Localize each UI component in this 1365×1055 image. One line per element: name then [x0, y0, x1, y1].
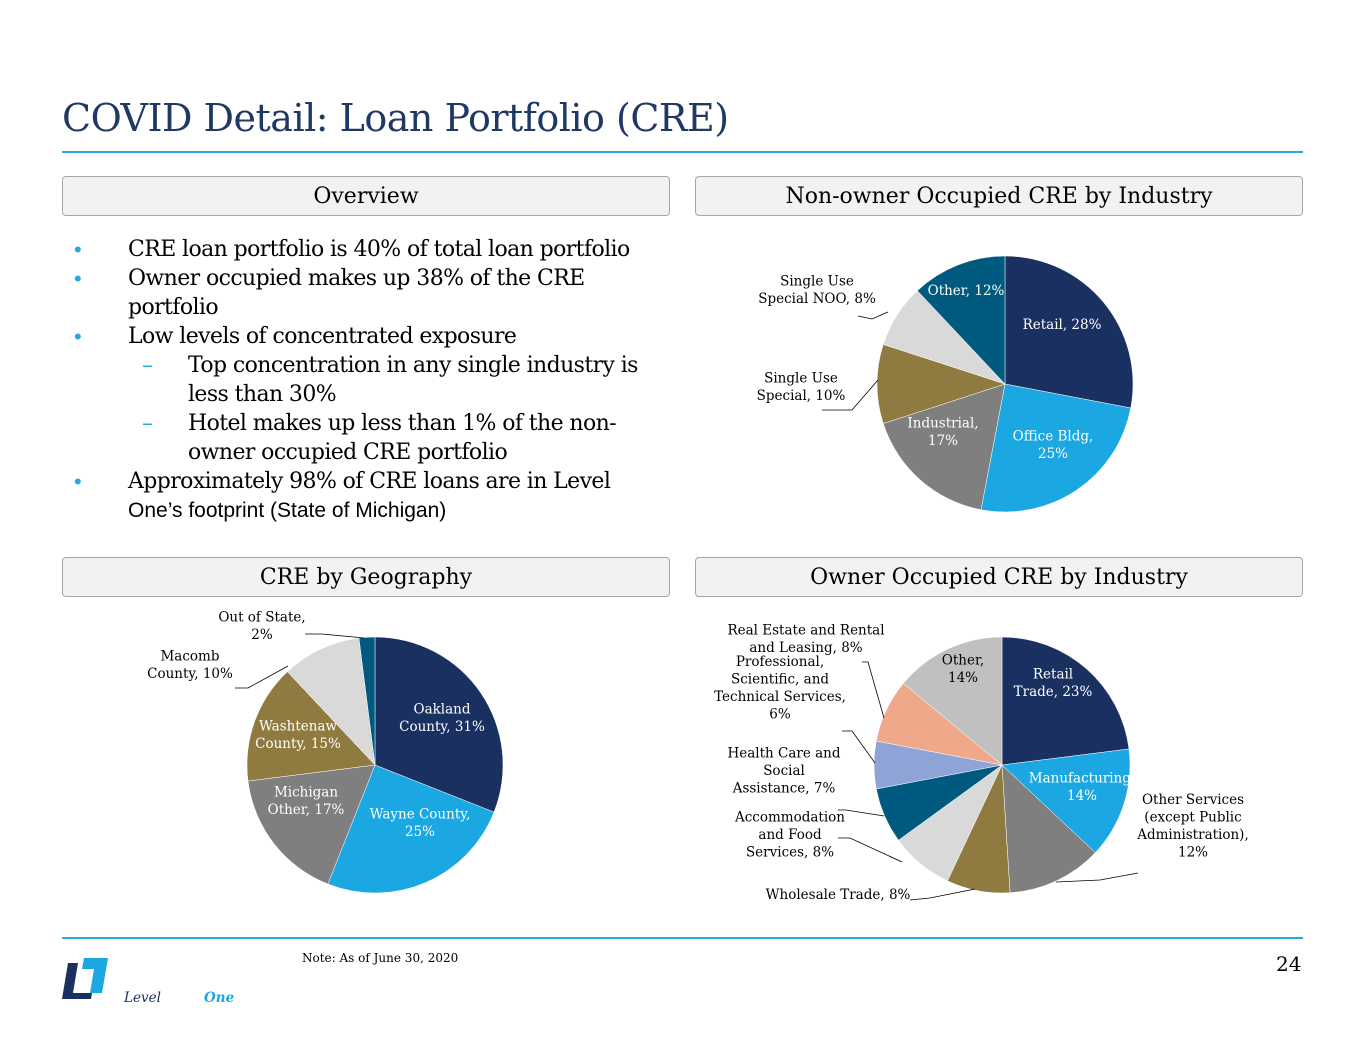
overview-header: Overview	[62, 176, 670, 216]
overview-bullet-2-line-1: Owner occupied makes up 38% of the CRE	[128, 266, 585, 291]
owner-leader-line-2	[1055, 872, 1139, 883]
owner-data-label-5: Health Care and Social Assistance, 7%	[727, 746, 840, 797]
geography-data-label-0: Oakland County, 31%	[399, 701, 485, 735]
geography-leader-line-5	[305, 633, 365, 639]
bullet-icon: •	[74, 237, 82, 262]
geography-data-label-3: Washtenaw County, 15%	[255, 718, 341, 752]
non_owner-slice-3	[876, 344, 1006, 424]
owner-data-label-2: Other Services (except Public Administrati…	[1136, 792, 1249, 861]
levelone-logo-icon: Level One	[62, 958, 235, 1006]
page-title: COVID Detail: Loan Portfolio (CRE)	[62, 96, 729, 140]
owner-slice-0	[1001, 636, 1130, 766]
owner-data-label-1: Manufacturing, 14%	[1029, 770, 1135, 804]
geography-data-label-2: Michigan Other, 17%	[268, 784, 345, 818]
non-owner-pie-chart: Retail, 28% Office Bldg, 25% Industrial, 17%…	[757, 255, 1134, 513]
dash-icon: –	[142, 353, 153, 378]
owner-header: Owner Occupied CRE by Industry	[695, 557, 1303, 597]
overview-bullet-2-line-2: portfolio	[128, 295, 219, 320]
owner-data-label-7: Real Estate and Rental and Leasing, 8%	[727, 622, 884, 656]
non_owner-data-label-1: Office Bldg, 25%	[1013, 428, 1094, 462]
non_owner-slice-0	[1004, 255, 1134, 409]
bullet-icon: •	[74, 266, 82, 291]
geography-data-label-1: Wayne County, 25%	[370, 806, 471, 840]
bullet-icon: •	[74, 469, 82, 494]
non_owner-data-label-3: Single Use Special, 10%	[757, 370, 846, 404]
non_owner-data-label-2: Industrial, 17%	[907, 415, 978, 449]
owner-data-label-4: Accommodation and Food Services, 8%	[734, 810, 845, 861]
overview-bullet-1: CRE loan portfolio is 40% of total loan …	[128, 237, 630, 262]
owner-slice-2	[1001, 764, 1096, 894]
non_owner-slice-1	[980, 383, 1132, 513]
owner-slice-8	[903, 636, 1003, 766]
bullet-icon: •	[74, 324, 82, 349]
non_owner-leader-line-3	[822, 379, 879, 411]
list-subitem: – Hotel makes up less than 1% of the non…	[62, 409, 652, 467]
owner-leader-line-7	[862, 661, 885, 719]
geography-slice-3	[246, 671, 376, 782]
dash-icon: –	[142, 411, 153, 436]
owner-slice-1	[1001, 748, 1131, 853]
owner-data-label-6: Professional, Scientific, and Technical Se…	[714, 654, 846, 723]
owner-leader-line-3	[909, 888, 976, 901]
list-item: • Approximately 98% of CRE loans are in …	[62, 467, 652, 525]
owner-data-label-0: Retail Trade, 23%	[1014, 666, 1093, 700]
non_owner-data-label-0: Retail, 28%	[1023, 317, 1102, 333]
overview-sub-2-line-2: owner occupied CRE portfolio	[188, 440, 508, 465]
non_owner-slice-5	[917, 255, 1006, 385]
footnote: Note: As of June 30, 2020	[302, 951, 459, 965]
logo-word-one: One	[204, 990, 235, 1005]
non-owner-header: Non-owner Occupied CRE by Industry	[695, 176, 1303, 216]
list-item: • CRE loan portfolio is 40% of total loa…	[62, 235, 652, 264]
non_owner-data-label-5: Other, 12%	[928, 283, 1005, 299]
list-item: • Low levels of concentrated exposure	[62, 322, 652, 351]
owner-leader-line-4	[838, 837, 903, 863]
list-item: • Owner occupied makes up 38% of the CRE…	[62, 264, 652, 322]
owner-pie-chart: Retail Trade, 23% Manufacturing, 14% Other S…	[714, 622, 1249, 903]
overview-list: • CRE loan portfolio is 40% of total loa…	[62, 235, 652, 525]
title-divider	[62, 151, 1303, 153]
non_owner-slice-2	[882, 383, 1006, 511]
overview-sub-1-line-2: less than 30%	[188, 382, 337, 407]
geography-leader-line-4	[235, 665, 289, 689]
levelone-logo: Level One	[62, 955, 292, 1009]
list-subitem: – Top concentration in any single indust…	[62, 351, 652, 409]
overview-bullet-3: Low levels of concentrated exposure	[128, 324, 517, 349]
owner-leader-line-6	[842, 730, 876, 764]
page-number: 24	[1276, 952, 1302, 976]
overview-sub-2-line-1: Hotel makes up less than 1% of the non-	[188, 411, 617, 436]
geography-slice-4	[287, 637, 376, 766]
overview-sub-1-line-1: Top concentration in any single industry…	[188, 353, 638, 378]
overview-bullet-4-line-2: One’s footprint (State of Michigan)	[128, 499, 447, 522]
owner-data-label-3: Wholesale Trade, 8%	[766, 887, 911, 903]
geography-data-label-4: Macomb County, 10%	[147, 648, 233, 682]
geography-pie-chart: Oakland County, 31% Wayne County, 25% Michig…	[147, 609, 504, 894]
owner-data-label-8: Other, 14%	[942, 652, 984, 686]
logo-word-level: Level	[123, 990, 161, 1005]
owner-leader-line-5	[838, 809, 885, 817]
non_owner-data-label-4: Single Use Special NOO, 8%	[758, 273, 876, 307]
geography-slice-0	[374, 636, 504, 813]
geography-header: CRE by Geography	[62, 557, 670, 597]
geography-slice-1	[327, 764, 495, 894]
geography-data-label-5: Out of State, 2%	[218, 609, 305, 643]
non_owner-leader-line-4	[857, 311, 889, 320]
geography-slice-5	[358, 636, 376, 766]
footer-divider	[62, 937, 1303, 939]
overview-bullet-4-line-1: Approximately 98% of CRE loans are in Le…	[128, 469, 611, 494]
geography-slice-2	[247, 764, 376, 885]
